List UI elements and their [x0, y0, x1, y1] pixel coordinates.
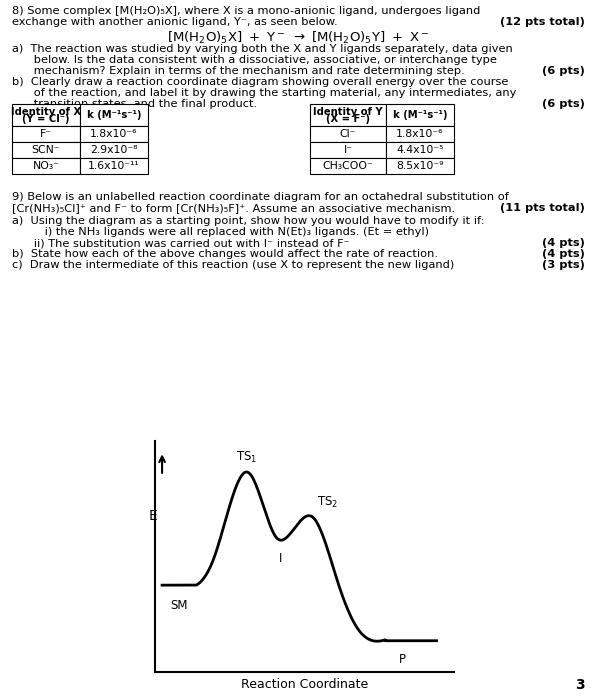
Text: 4.4x10⁻⁵: 4.4x10⁻⁵ — [396, 145, 444, 155]
Bar — [310, 126, 386, 142]
Text: TS$_2$: TS$_2$ — [318, 496, 338, 510]
Bar — [80, 142, 148, 158]
Text: of the reaction, and label it by drawing the starting material, any intermediate: of the reaction, and label it by drawing… — [12, 88, 516, 98]
Text: Identity of X: Identity of X — [11, 107, 81, 117]
Bar — [386, 126, 454, 142]
Text: b)  Clearly draw a reaction coordinate diagram showing overall energy over the c: b) Clearly draw a reaction coordinate di… — [12, 77, 509, 87]
Text: transition states, and the final product.: transition states, and the final product… — [12, 99, 257, 109]
Text: E: E — [148, 509, 157, 523]
Text: (4 pts): (4 pts) — [542, 249, 585, 259]
Text: CH₃COO⁻: CH₃COO⁻ — [322, 161, 373, 171]
Text: b)  State how each of the above changes would affect the rate of reaction.: b) State how each of the above changes w… — [12, 249, 438, 259]
Text: (X = F⁻): (X = F⁻) — [326, 114, 370, 124]
Bar — [12, 142, 80, 158]
Bar — [80, 158, 148, 174]
Text: 3: 3 — [576, 678, 585, 692]
Bar — [80, 104, 148, 126]
Text: k (M⁻¹s⁻¹): k (M⁻¹s⁻¹) — [393, 110, 447, 120]
Text: (3 pts): (3 pts) — [542, 260, 585, 270]
Text: exchange with another anionic ligand, Y⁻, as seen below.: exchange with another anionic ligand, Y⁻… — [12, 17, 338, 27]
Bar — [12, 158, 80, 174]
Text: ii) The substitution was carried out with I⁻ instead of F⁻: ii) The substitution was carried out wit… — [12, 238, 350, 248]
Text: (6 pts): (6 pts) — [542, 99, 585, 109]
Text: i) the NH₃ ligands were all replaced with N(Et)₃ ligands. (Et = ethyl): i) the NH₃ ligands were all replaced wit… — [12, 227, 429, 237]
Bar — [80, 126, 148, 142]
Text: (12 pts total): (12 pts total) — [500, 17, 585, 27]
Bar — [310, 104, 386, 126]
Text: 2.9x10⁻⁸: 2.9x10⁻⁸ — [90, 145, 138, 155]
Text: k (M⁻¹s⁻¹): k (M⁻¹s⁻¹) — [87, 110, 141, 120]
Bar — [12, 104, 80, 126]
Bar — [310, 158, 386, 174]
Text: I⁻: I⁻ — [343, 145, 352, 155]
Bar — [310, 142, 386, 158]
Bar — [12, 126, 80, 142]
Text: a)  The reaction was studied by varying both the X and Y ligands separately, dat: a) The reaction was studied by varying b… — [12, 44, 513, 54]
Text: F⁻: F⁻ — [40, 129, 52, 139]
Text: (Y = Cl⁻): (Y = Cl⁻) — [22, 114, 70, 124]
X-axis label: Reaction Coordinate: Reaction Coordinate — [241, 678, 368, 691]
Text: P: P — [399, 653, 406, 666]
Text: NO₃⁻: NO₃⁻ — [33, 161, 60, 171]
Text: 1.6x10⁻¹¹: 1.6x10⁻¹¹ — [88, 161, 140, 171]
Bar — [386, 158, 454, 174]
Text: 1.8x10⁻⁶: 1.8x10⁻⁶ — [396, 129, 444, 139]
Text: TS$_1$: TS$_1$ — [236, 450, 257, 465]
Text: 8) Some complex [M(H₂O)₅X], where X is a mono-anionic ligand, undergoes ligand: 8) Some complex [M(H₂O)₅X], where X is a… — [12, 6, 481, 16]
Text: mechanism? Explain in terms of the mechanism and rate determining step.: mechanism? Explain in terms of the mecha… — [12, 66, 464, 76]
Text: (4 pts): (4 pts) — [542, 238, 585, 248]
Text: [Cr(NH₃)₅Cl]⁺ and F⁻ to form [Cr(NH₃)₅F]⁺. Assume an associative mechanism.: [Cr(NH₃)₅Cl]⁺ and F⁻ to form [Cr(NH₃)₅F]… — [12, 203, 455, 213]
Text: (6 pts): (6 pts) — [542, 66, 585, 76]
Text: $[\mathrm{M(H_2O)_5X}]\ +\ \mathrm{Y^-}\ \rightarrow\ [\mathrm{M(H_2O)_5Y}]\ +\ : $[\mathrm{M(H_2O)_5X}]\ +\ \mathrm{Y^-}\… — [167, 30, 429, 46]
Text: I: I — [279, 552, 283, 566]
Text: Identity of Y: Identity of Y — [313, 107, 383, 117]
Text: 8.5x10⁻⁹: 8.5x10⁻⁹ — [396, 161, 444, 171]
Text: a)  Using the diagram as a starting point, show how you would have to modify it : a) Using the diagram as a starting point… — [12, 216, 485, 226]
Bar — [386, 142, 454, 158]
Text: 1.8x10⁻⁶: 1.8x10⁻⁶ — [90, 129, 138, 139]
Text: 9) Below is an unlabelled reaction coordinate diagram for an octahedral substitu: 9) Below is an unlabelled reaction coord… — [12, 192, 509, 202]
Text: c)  Draw the intermediate of this reaction (use X to represent the new ligand): c) Draw the intermediate of this reactio… — [12, 260, 454, 270]
Bar — [386, 104, 454, 126]
Text: SM: SM — [171, 599, 188, 612]
Text: (11 pts total): (11 pts total) — [500, 203, 585, 213]
Text: below. Is the data consistent with a dissociative, associative, or interchange t: below. Is the data consistent with a dis… — [12, 55, 497, 65]
Text: Cl⁻: Cl⁻ — [340, 129, 356, 139]
Text: SCN⁻: SCN⁻ — [32, 145, 60, 155]
